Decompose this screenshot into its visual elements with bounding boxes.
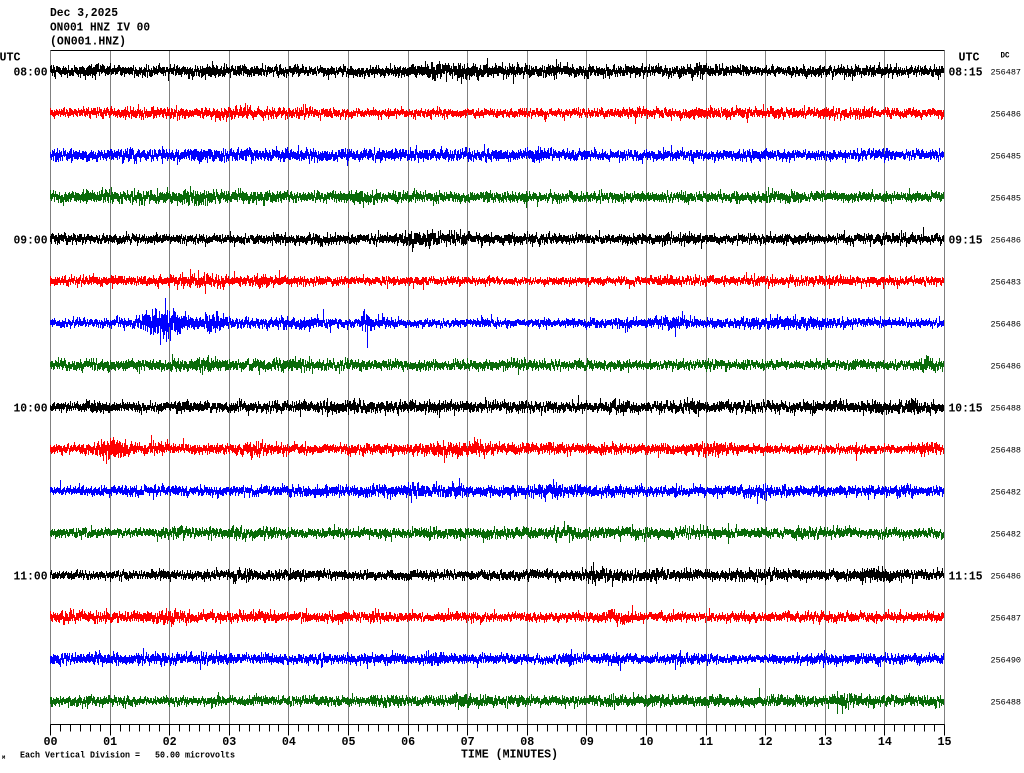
svg-text:256482: 256482 (991, 530, 1022, 540)
svg-text:UTC: UTC (959, 52, 980, 65)
svg-text:TIME (MINUTES): TIME (MINUTES) (461, 749, 558, 762)
svg-text:256487: 256487 (991, 614, 1022, 624)
svg-text:M: M (2, 754, 6, 761)
svg-text:256488: 256488 (991, 404, 1022, 414)
svg-text:09:00: 09:00 (14, 235, 48, 248)
svg-text:06: 06 (401, 736, 415, 749)
svg-text:256486: 256486 (991, 236, 1022, 246)
svg-text:256486: 256486 (991, 320, 1022, 330)
svg-text:15: 15 (938, 736, 952, 749)
svg-text:DC: DC (1001, 52, 1010, 61)
svg-text:10: 10 (640, 736, 654, 749)
svg-text:Dec 3,2025: Dec 3,2025 (50, 7, 118, 20)
svg-text:07: 07 (461, 736, 475, 749)
svg-text:02: 02 (163, 736, 177, 749)
svg-text:09:15: 09:15 (949, 235, 983, 248)
svg-text:Each Vertical Division = 50.: Each Vertical Division = 50.00 microvolt… (20, 751, 235, 761)
svg-text:(ON001.HNZ): (ON001.HNZ) (50, 36, 126, 49)
svg-text:256485: 256485 (991, 152, 1022, 162)
svg-text:04: 04 (282, 736, 296, 749)
svg-text:08:15: 08:15 (949, 67, 983, 80)
svg-text:256482: 256482 (991, 488, 1022, 498)
svg-text:256483: 256483 (991, 278, 1022, 288)
svg-text:256486: 256486 (991, 362, 1022, 372)
svg-text:ON001 HNZ IV 00: ON001 HNZ IV 00 (50, 21, 150, 34)
svg-text:256485: 256485 (991, 194, 1022, 204)
svg-text:256486: 256486 (991, 572, 1022, 582)
svg-text:09: 09 (580, 736, 594, 749)
svg-text:11:00: 11:00 (14, 571, 48, 584)
svg-text:11:15: 11:15 (949, 571, 983, 584)
svg-text:10:15: 10:15 (949, 403, 983, 416)
svg-text:256487: 256487 (991, 68, 1022, 78)
svg-text:01: 01 (103, 736, 117, 749)
svg-text:03: 03 (222, 736, 236, 749)
svg-text:UTC: UTC (0, 52, 21, 65)
svg-text:256488: 256488 (991, 446, 1022, 456)
svg-text:256488: 256488 (991, 698, 1022, 708)
svg-text:08:00: 08:00 (14, 67, 48, 80)
svg-text:12: 12 (759, 736, 773, 749)
svg-text:13: 13 (818, 736, 832, 749)
svg-text:256486: 256486 (991, 110, 1022, 120)
svg-text:10:00: 10:00 (14, 403, 48, 416)
svg-text:00: 00 (44, 736, 58, 749)
svg-text:14: 14 (878, 736, 892, 749)
svg-text:05: 05 (342, 736, 356, 749)
svg-text:08: 08 (520, 736, 534, 749)
svg-text:11: 11 (699, 736, 713, 749)
svg-text:256490: 256490 (991, 656, 1022, 666)
